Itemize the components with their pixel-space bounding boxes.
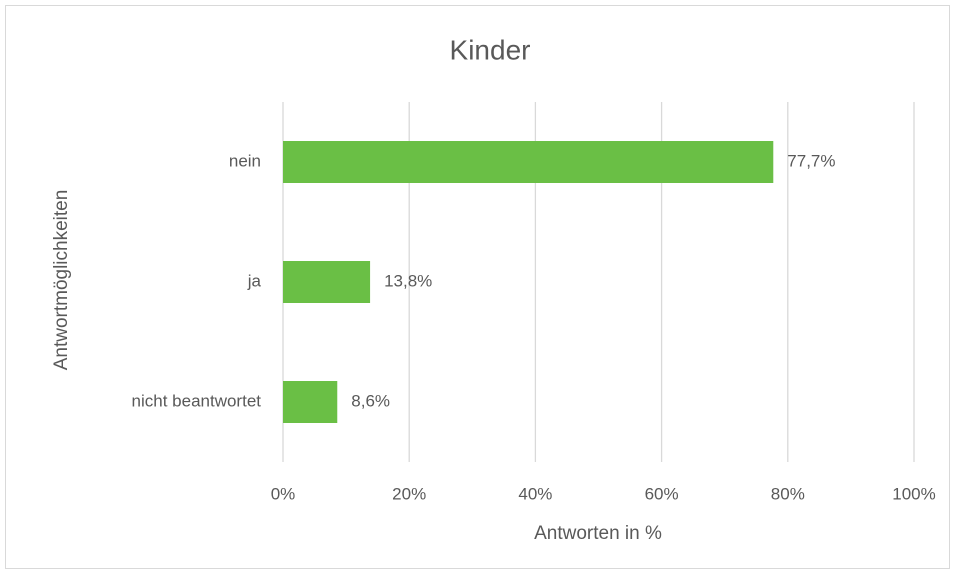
x-axis-title: Antworten in % (534, 523, 662, 544)
x-tick-label: 0% (271, 484, 296, 503)
data-label: 8,6% (351, 391, 390, 410)
x-tick-label: 20% (392, 484, 426, 503)
chart-title: Kinder (450, 34, 531, 65)
x-tick-label: 40% (518, 484, 552, 503)
chart-border (5, 5, 950, 569)
bar (283, 141, 774, 183)
y-axis-title: Antwortmöglichkeiten (51, 190, 72, 371)
data-label: 13,8% (384, 271, 432, 290)
bar (283, 261, 371, 303)
data-label: 77,7% (787, 151, 835, 170)
y-tick-label: ja (247, 271, 262, 290)
x-tick-label: 100% (892, 484, 935, 503)
x-tick-label: 80% (771, 484, 805, 503)
y-tick-label: nein (229, 151, 261, 170)
y-tick-label: nicht beantwortet (132, 391, 262, 410)
bar (283, 381, 338, 423)
x-tick-label: 60% (645, 484, 679, 503)
